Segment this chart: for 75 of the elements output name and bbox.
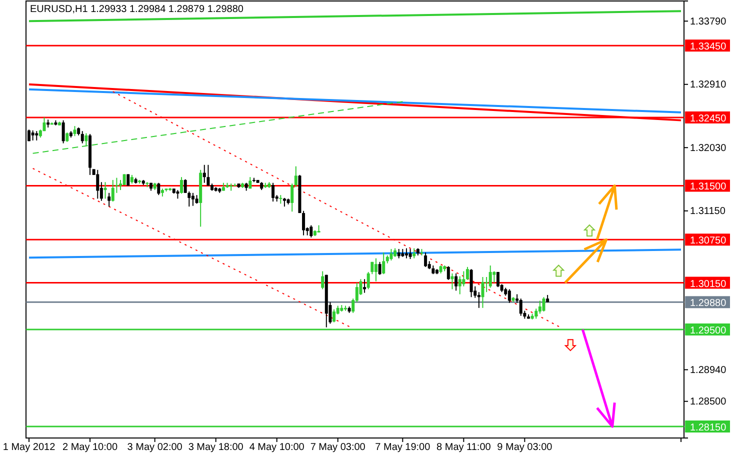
candlestick [408, 248, 412, 260]
candlestick [477, 292, 480, 308]
candlestick [366, 271, 370, 290]
candlestick [538, 300, 542, 314]
ref-line-label: 1.29500 [690, 325, 727, 336]
y-tick-label: 1.28940 [690, 364, 727, 376]
x-tick-label: 7 May 03:00 [310, 442, 366, 453]
ref-line-label: 1.32450 [690, 113, 727, 124]
candlestick [272, 182, 275, 202]
ref-line-label: 1.30150 [690, 278, 727, 290]
x-tick-label: 1 May 2012 [2, 442, 56, 453]
candlestick [481, 276, 484, 308]
candlestick [454, 272, 458, 292]
candlestick [84, 132, 88, 146]
candlestick [206, 164, 210, 186]
candlestick [191, 192, 194, 206]
y-tick-label: 1.32910 [690, 80, 727, 91]
candlestick [202, 164, 206, 184]
ref-line-label: 1.33450 [690, 42, 727, 53]
candlestick [31, 130, 34, 141]
candlestick [157, 182, 160, 196]
candlestick [62, 120, 65, 144]
candlestick [404, 248, 408, 259]
candlestick [363, 278, 366, 294]
ref-line-label: 1.31500 [690, 182, 727, 193]
candlestick [294, 166, 298, 188]
x-tick-label: 4 May 10:00 [249, 442, 305, 453]
candlestick [96, 169, 100, 200]
candlestick [508, 288, 511, 304]
candlestick [496, 271, 500, 288]
candlestick [462, 270, 466, 287]
candlestick [310, 224, 313, 238]
ref-line-label: 1.29880 [690, 298, 727, 310]
candlestick [35, 130, 38, 141]
candlestick [42, 116, 46, 132]
candlestick [104, 182, 107, 200]
candlestick [492, 270, 496, 284]
candlestick [80, 130, 84, 144]
x-tick-label: 3 May 18:00 [188, 442, 244, 453]
y-tick-label: 1.28500 [690, 396, 727, 408]
candlestick [73, 126, 76, 137]
candlestick [108, 192, 111, 208]
candlestick [332, 308, 336, 323]
y-tick-label: 1.32030 [690, 142, 727, 154]
x-tick-label: 2 May 10:00 [62, 442, 118, 453]
candlestick [446, 266, 450, 280]
candlestick [290, 183, 294, 212]
candlestick [378, 261, 382, 276]
candlestick [321, 270, 324, 290]
candlestick [374, 258, 378, 282]
ref-line-label: 1.30750 [690, 236, 727, 247]
candlestick [390, 248, 393, 261]
candlestick [180, 176, 184, 194]
candlestick [66, 132, 69, 142]
candlestick [470, 268, 473, 298]
x-tick-label: 3 May 02:00 [127, 442, 183, 453]
y-tick-label: 1.33790 [690, 16, 727, 28]
candlestick [488, 265, 492, 288]
y-tick-label: 1.31150 [690, 206, 726, 218]
candlestick [534, 308, 538, 320]
candlestick [111, 179, 114, 202]
candlestick [424, 252, 428, 268]
candlestick [230, 183, 233, 192]
x-tick-label: 8 May 11:00 [436, 442, 492, 453]
candlestick [302, 210, 306, 236]
ref-line-label: 1.28150 [690, 422, 727, 434]
chart-title: EURUSD,H1 1.29933 1.29984 1.29879 1.29880 [30, 4, 244, 15]
candlestick [542, 296, 546, 312]
x-tick-label: 7 May 19:00 [375, 442, 431, 453]
candlestick [466, 266, 469, 280]
candlestick [458, 276, 462, 295]
candlestick [397, 248, 400, 259]
x-tick-label: 9 May 03:00 [497, 442, 553, 453]
candlestick [519, 298, 522, 316]
candlestick [382, 252, 386, 275]
